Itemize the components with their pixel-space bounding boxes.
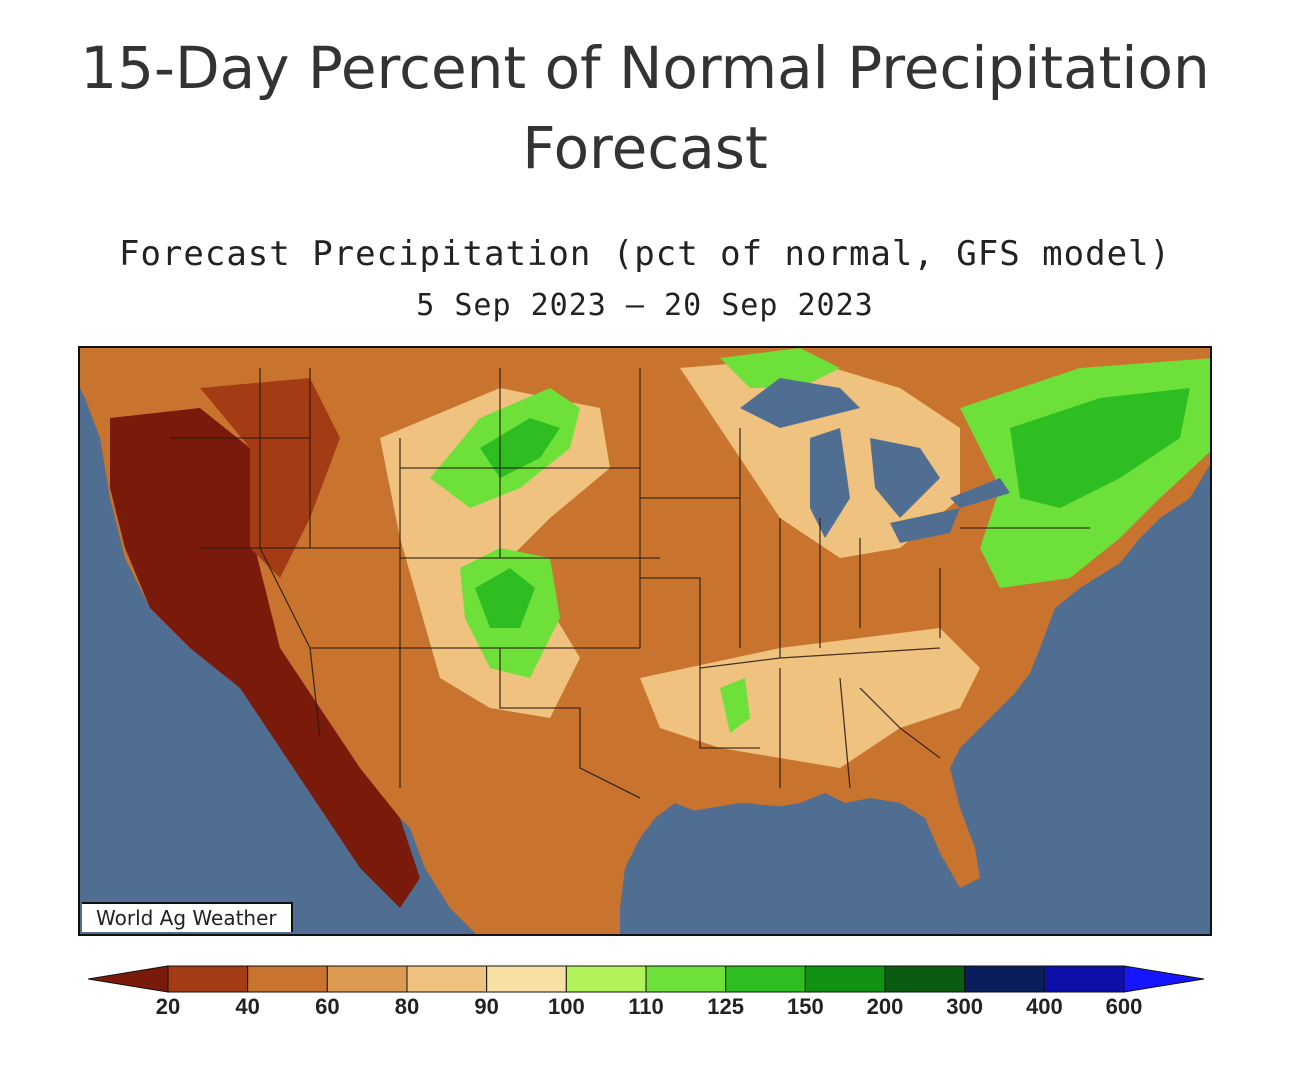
legend-tick-label: 400: [1025, 994, 1063, 1019]
legend-tick-label: 100: [547, 994, 585, 1019]
legend-swatch: [964, 965, 1045, 993]
page-title-line1: 15-Day Percent of Normal Precipitation: [80, 34, 1210, 102]
state-borders: [170, 368, 1090, 799]
legend-tick-label: 60: [315, 994, 340, 1019]
legend-swatch: [486, 965, 567, 993]
wet-zone-northeast-core: [1010, 388, 1190, 508]
legend-arrow-low: [87, 965, 169, 993]
page-title-line2: Forecast: [522, 114, 768, 182]
precipitation-map: World Ag Weather: [78, 346, 1212, 936]
legend-tick-label: 150: [786, 994, 824, 1019]
legend-tick-label: 125: [707, 994, 745, 1019]
wet-zone-canada: [720, 348, 840, 388]
legend-colorbar: [87, 965, 1205, 993]
color-legend: 20 40 60 80 90 100 110 125 150 200 300 400 600: [87, 964, 1205, 1024]
legend-tick-label: 600: [1105, 994, 1143, 1019]
moist-zone-southeast: [640, 628, 980, 768]
gulf-of-mexico: [640, 803, 959, 934]
legend-tick-label: 90: [474, 994, 499, 1019]
legend-swatch: [884, 965, 966, 993]
legend-swatch: [406, 965, 488, 993]
legend-tick-label: 20: [155, 994, 181, 1019]
wet-zone-colorado-core: [475, 568, 535, 628]
page-title: 15-Day Percent of Normal Precipitation F…: [0, 28, 1290, 188]
legend-swatch: [565, 965, 647, 993]
map-title: Forecast Precipitation (pct of normal, G…: [118, 234, 1172, 274]
legend-tick-label: 40: [235, 994, 260, 1019]
legend-tick-label: 200: [866, 994, 904, 1019]
legend-tick-label: 80: [394, 994, 420, 1019]
dry-zone-northwest: [200, 378, 340, 578]
map-date-range: 5 Sep 2023 – 20 Sep 2023: [416, 288, 874, 323]
legend-swatch: [725, 965, 806, 993]
wet-zone-mississippi: [720, 678, 750, 733]
dry-zone-west: [110, 408, 420, 908]
credit-label: World Ag Weather: [82, 902, 293, 932]
legend-arrow-high: [1123, 965, 1205, 993]
great-lakes: [740, 378, 1010, 543]
legend-swatch: [1043, 965, 1125, 993]
legend-swatch: [247, 965, 328, 993]
legend-tick-label: 110: [628, 994, 664, 1019]
legend-swatch: [167, 965, 249, 993]
legend-swatch: [645, 965, 727, 993]
legend-tick-label: 300: [946, 994, 984, 1019]
legend-swatch: [804, 965, 886, 993]
map-graphic: [80, 348, 1210, 934]
legend-swatch: [326, 965, 408, 993]
